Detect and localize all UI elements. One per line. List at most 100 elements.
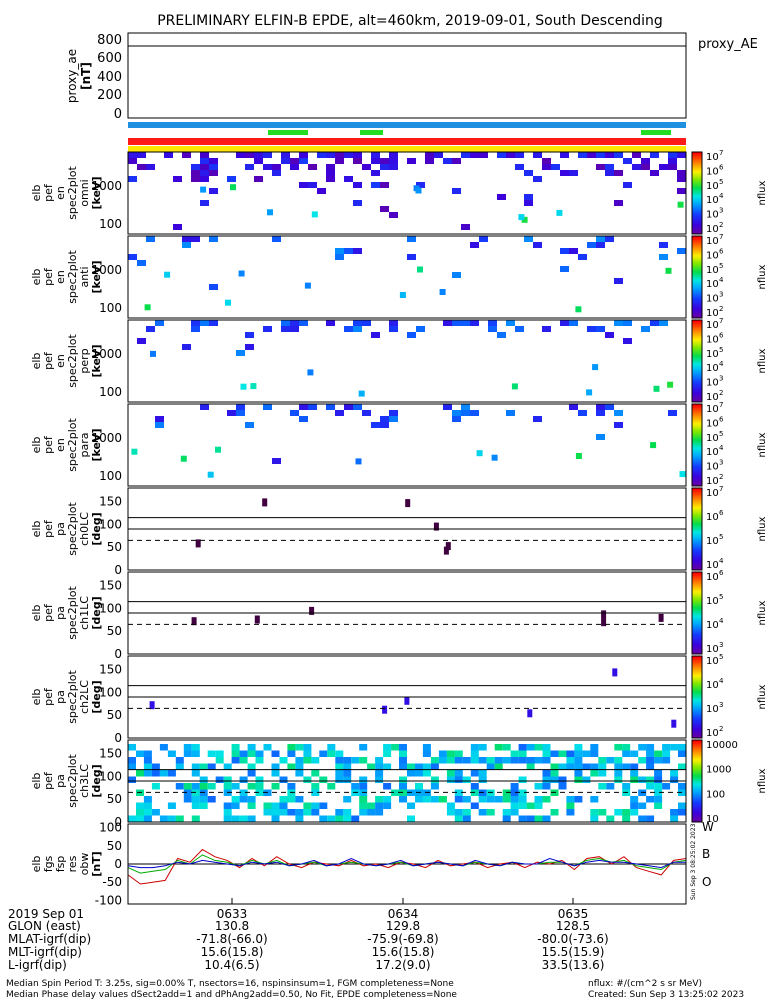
pitch-cell [295, 796, 303, 803]
pitch-cell [335, 809, 343, 816]
footer-right-2: Created: Sun Sep 3 13:25:02 2023 [588, 990, 744, 1000]
spectrogram-cell [290, 326, 299, 332]
legend-entry: O [702, 875, 711, 889]
pitch-cell [295, 816, 303, 823]
pitch-cell [264, 744, 272, 751]
spectrogram-cell [227, 410, 236, 416]
pitch-cell [152, 770, 160, 777]
spectrogram-cell [380, 416, 389, 422]
pitch-cell [232, 751, 240, 758]
pitch-cell [309, 607, 314, 615]
spectrogram-cell [317, 188, 326, 194]
pitch-cell [566, 803, 574, 810]
colorbar-exponent: 6 [719, 569, 724, 577]
pitch-cell [511, 783, 519, 790]
pitch-cell [654, 751, 662, 758]
pitch-cell [367, 809, 375, 816]
pitch-cell [662, 744, 670, 751]
pitch-cell [455, 816, 463, 823]
spectrogram-cell [335, 254, 344, 260]
spectrogram-cell [359, 391, 365, 397]
pitch-cell [598, 770, 606, 777]
spectrogram-cell [596, 164, 605, 170]
spectrogram-cell [344, 248, 353, 254]
pitch-cell [383, 783, 391, 790]
spectrogram-cell [596, 410, 605, 416]
spectrogram-cell [479, 152, 488, 158]
spectrogram-cell [371, 422, 380, 428]
spectrogram-cell [131, 449, 137, 455]
panel-para: 1000100elb pef en spec2plot para [keV]10 710 61… [30, 401, 768, 487]
pitch-cell [240, 757, 248, 764]
tick-label: 50 [107, 624, 122, 638]
spectrogram-cell [146, 236, 155, 242]
pitch-cell [654, 757, 662, 764]
pitch-cell [160, 816, 168, 823]
pitch-cell [678, 764, 686, 771]
pitch-cell [335, 777, 343, 784]
spectrogram-cell [605, 170, 614, 176]
xrow-label: MLT-igrf(dip) [8, 945, 82, 959]
colorbar-label: nflux [757, 432, 768, 457]
pitch-cell [646, 783, 654, 790]
spectrogram-cell [614, 422, 623, 428]
colorbar-exponent: 4 [719, 677, 724, 685]
spectrogram-cell [470, 152, 479, 158]
pitch-cell [535, 803, 543, 810]
spectrogram-cell [326, 404, 335, 410]
pitch-cell [646, 777, 654, 784]
pitch-cell [407, 770, 415, 777]
spectrogram-cell [191, 236, 200, 242]
spectrogram-cell [452, 410, 461, 416]
pitch-cell [463, 796, 471, 803]
tick-label: -50 [102, 875, 122, 889]
pitch-cell [638, 757, 646, 764]
pitch-cell [272, 783, 280, 790]
pitch-cell [678, 809, 686, 816]
pitch-cell [582, 777, 590, 784]
spectrogram-cell [677, 248, 686, 254]
tick-label: 150 [99, 663, 122, 677]
spectrogram-cell [400, 292, 406, 298]
spectrogram-cell [632, 152, 641, 158]
spectrogram-cell [614, 152, 623, 158]
spectrogram-cell [524, 194, 533, 200]
spectrogram-cell [209, 164, 218, 170]
pitch-cell [262, 498, 267, 506]
pitch-cell [444, 547, 449, 555]
pitch-cell [264, 803, 272, 810]
xrow-value: -75.9(-69.8) [367, 932, 438, 946]
pitch-cell [527, 803, 535, 810]
xrow-value: 128.5 [556, 919, 590, 933]
tick-label: 0 [114, 563, 122, 577]
spectrogram-cell [362, 164, 371, 170]
pitch-cell [598, 783, 606, 790]
spectrogram-cell [200, 158, 209, 164]
spectrogram-cell [605, 404, 614, 410]
panel-ylabel: [nT] [90, 851, 103, 876]
colorbar-tick: 10 [706, 488, 719, 499]
pitch-cell [192, 783, 200, 790]
panel-ch2lc: 150100500elb pef pa spec2plot ch2LC [deg]10 51… [30, 653, 768, 745]
pitch-cell [574, 757, 582, 764]
spectrogram-cell [668, 152, 677, 158]
pitch-cell [272, 816, 280, 823]
spectrogram-cell [452, 158, 461, 164]
spectrogram-cell [614, 278, 623, 284]
pitch-cell [455, 757, 463, 764]
spectrogram-cell [614, 170, 623, 176]
spectrogram-cell [518, 214, 524, 220]
pitch-cell [439, 751, 447, 758]
spectrogram-cell [596, 404, 605, 410]
pitch-cell [264, 809, 272, 816]
pitch-cell [343, 764, 351, 771]
spectrogram-cell [299, 416, 308, 422]
colorbar-tick: 10 [706, 308, 719, 319]
colorbar-tick: 10 [706, 476, 719, 487]
pitch-cell [582, 764, 590, 771]
pitch-cell [248, 770, 256, 777]
pitch-cell [224, 809, 232, 816]
spectrogram-cell [587, 152, 596, 158]
spectrogram-cell [128, 254, 137, 260]
colorbar-exponent: 2 [719, 473, 723, 481]
